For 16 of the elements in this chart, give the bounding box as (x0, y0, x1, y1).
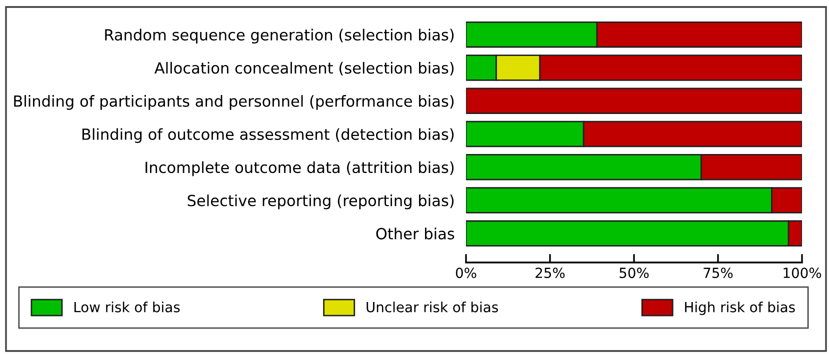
y-tick-label: Allocation concealment (selection bias) (154, 62, 454, 76)
x-tick-label: 25% (536, 268, 565, 278)
y-tick-label: Other bias (376, 228, 454, 240)
legend-label: High risk of bias (685, 302, 795, 316)
x-tick-label: 0% (456, 268, 476, 278)
y-tick-label: Selective reporting (reporting bias) (188, 194, 454, 210)
y-tick-label: Incomplete outcome data (attrition bias) (146, 161, 454, 176)
legend-label: Unclear risk of bias (366, 302, 498, 312)
x-tick-label: 75% (704, 268, 733, 278)
y-tick-label: Blinding of outcome assessment (detection bias) (82, 128, 454, 143)
bar (466, 88, 802, 114)
y-tick-label: Random sequence generation (selection bias) (105, 28, 454, 44)
x-tick-label: 100% (784, 268, 822, 278)
legend-label: Low risk of bias (74, 302, 180, 312)
y-tick-label: Blinding of participants and personnel (performance bias) (14, 95, 454, 110)
x-tick-label: 50% (620, 268, 649, 278)
